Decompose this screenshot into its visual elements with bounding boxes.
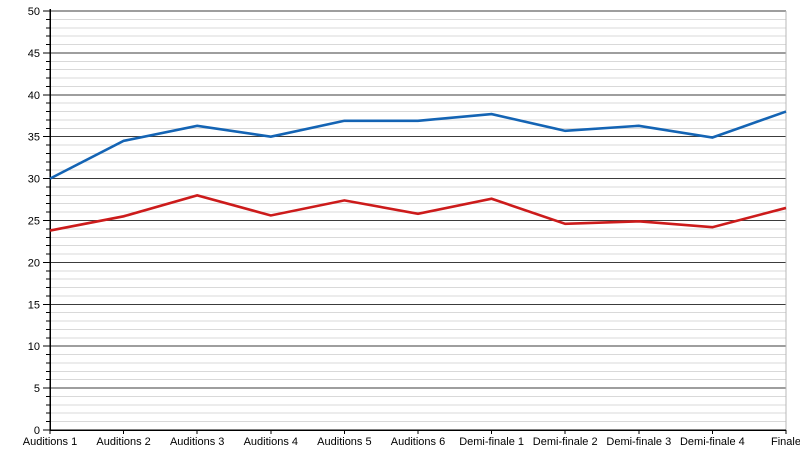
y-tick-label: 15 [28, 299, 40, 311]
x-category-label: Demi-finale 3 [606, 436, 671, 448]
x-category-label: Demi-finale 4 [680, 436, 745, 448]
y-tick-label: 20 [28, 257, 40, 269]
y-tick-label: 40 [28, 90, 40, 102]
y-tick-label: 25 [28, 216, 40, 228]
x-category-label: Demi-finale 1 [459, 436, 524, 448]
series-blue-line [49, 110, 787, 180]
x-axis-ticks [49, 430, 787, 434]
x-category-label: Demi-finale 2 [533, 436, 598, 448]
y-axis-labels: 0 5 10 15 20 25 30 35 40 45 50 [28, 6, 40, 437]
y-tick-label: 30 [28, 174, 40, 186]
y-tick-label: 35 [28, 132, 40, 144]
y-tick-label: 0 [34, 425, 40, 437]
major-gridlines [50, 10, 786, 389]
x-category-label: Auditions 5 [317, 436, 371, 448]
x-category-label: Auditions 4 [244, 436, 298, 448]
y-tick-label: 45 [28, 48, 40, 60]
x-category-label: Auditions 3 [170, 436, 224, 448]
x-category-label: Auditions 6 [391, 436, 445, 448]
x-category-label: Auditions 1 [23, 436, 77, 448]
series-red-line [49, 194, 787, 232]
x-axis-labels: Auditions 1 Auditions 2 Auditions 3 Auditio… [23, 436, 800, 448]
y-tick-label: 50 [28, 6, 40, 18]
y-tick-label: 5 [34, 383, 40, 395]
minor-gridlines [50, 18, 786, 423]
axes [49, 9, 786, 431]
y-tick-label: 10 [28, 341, 40, 353]
x-category-label: Finale [771, 436, 800, 448]
y-axis-ticks [43, 10, 50, 431]
x-category-label: Auditions 2 [96, 436, 150, 448]
